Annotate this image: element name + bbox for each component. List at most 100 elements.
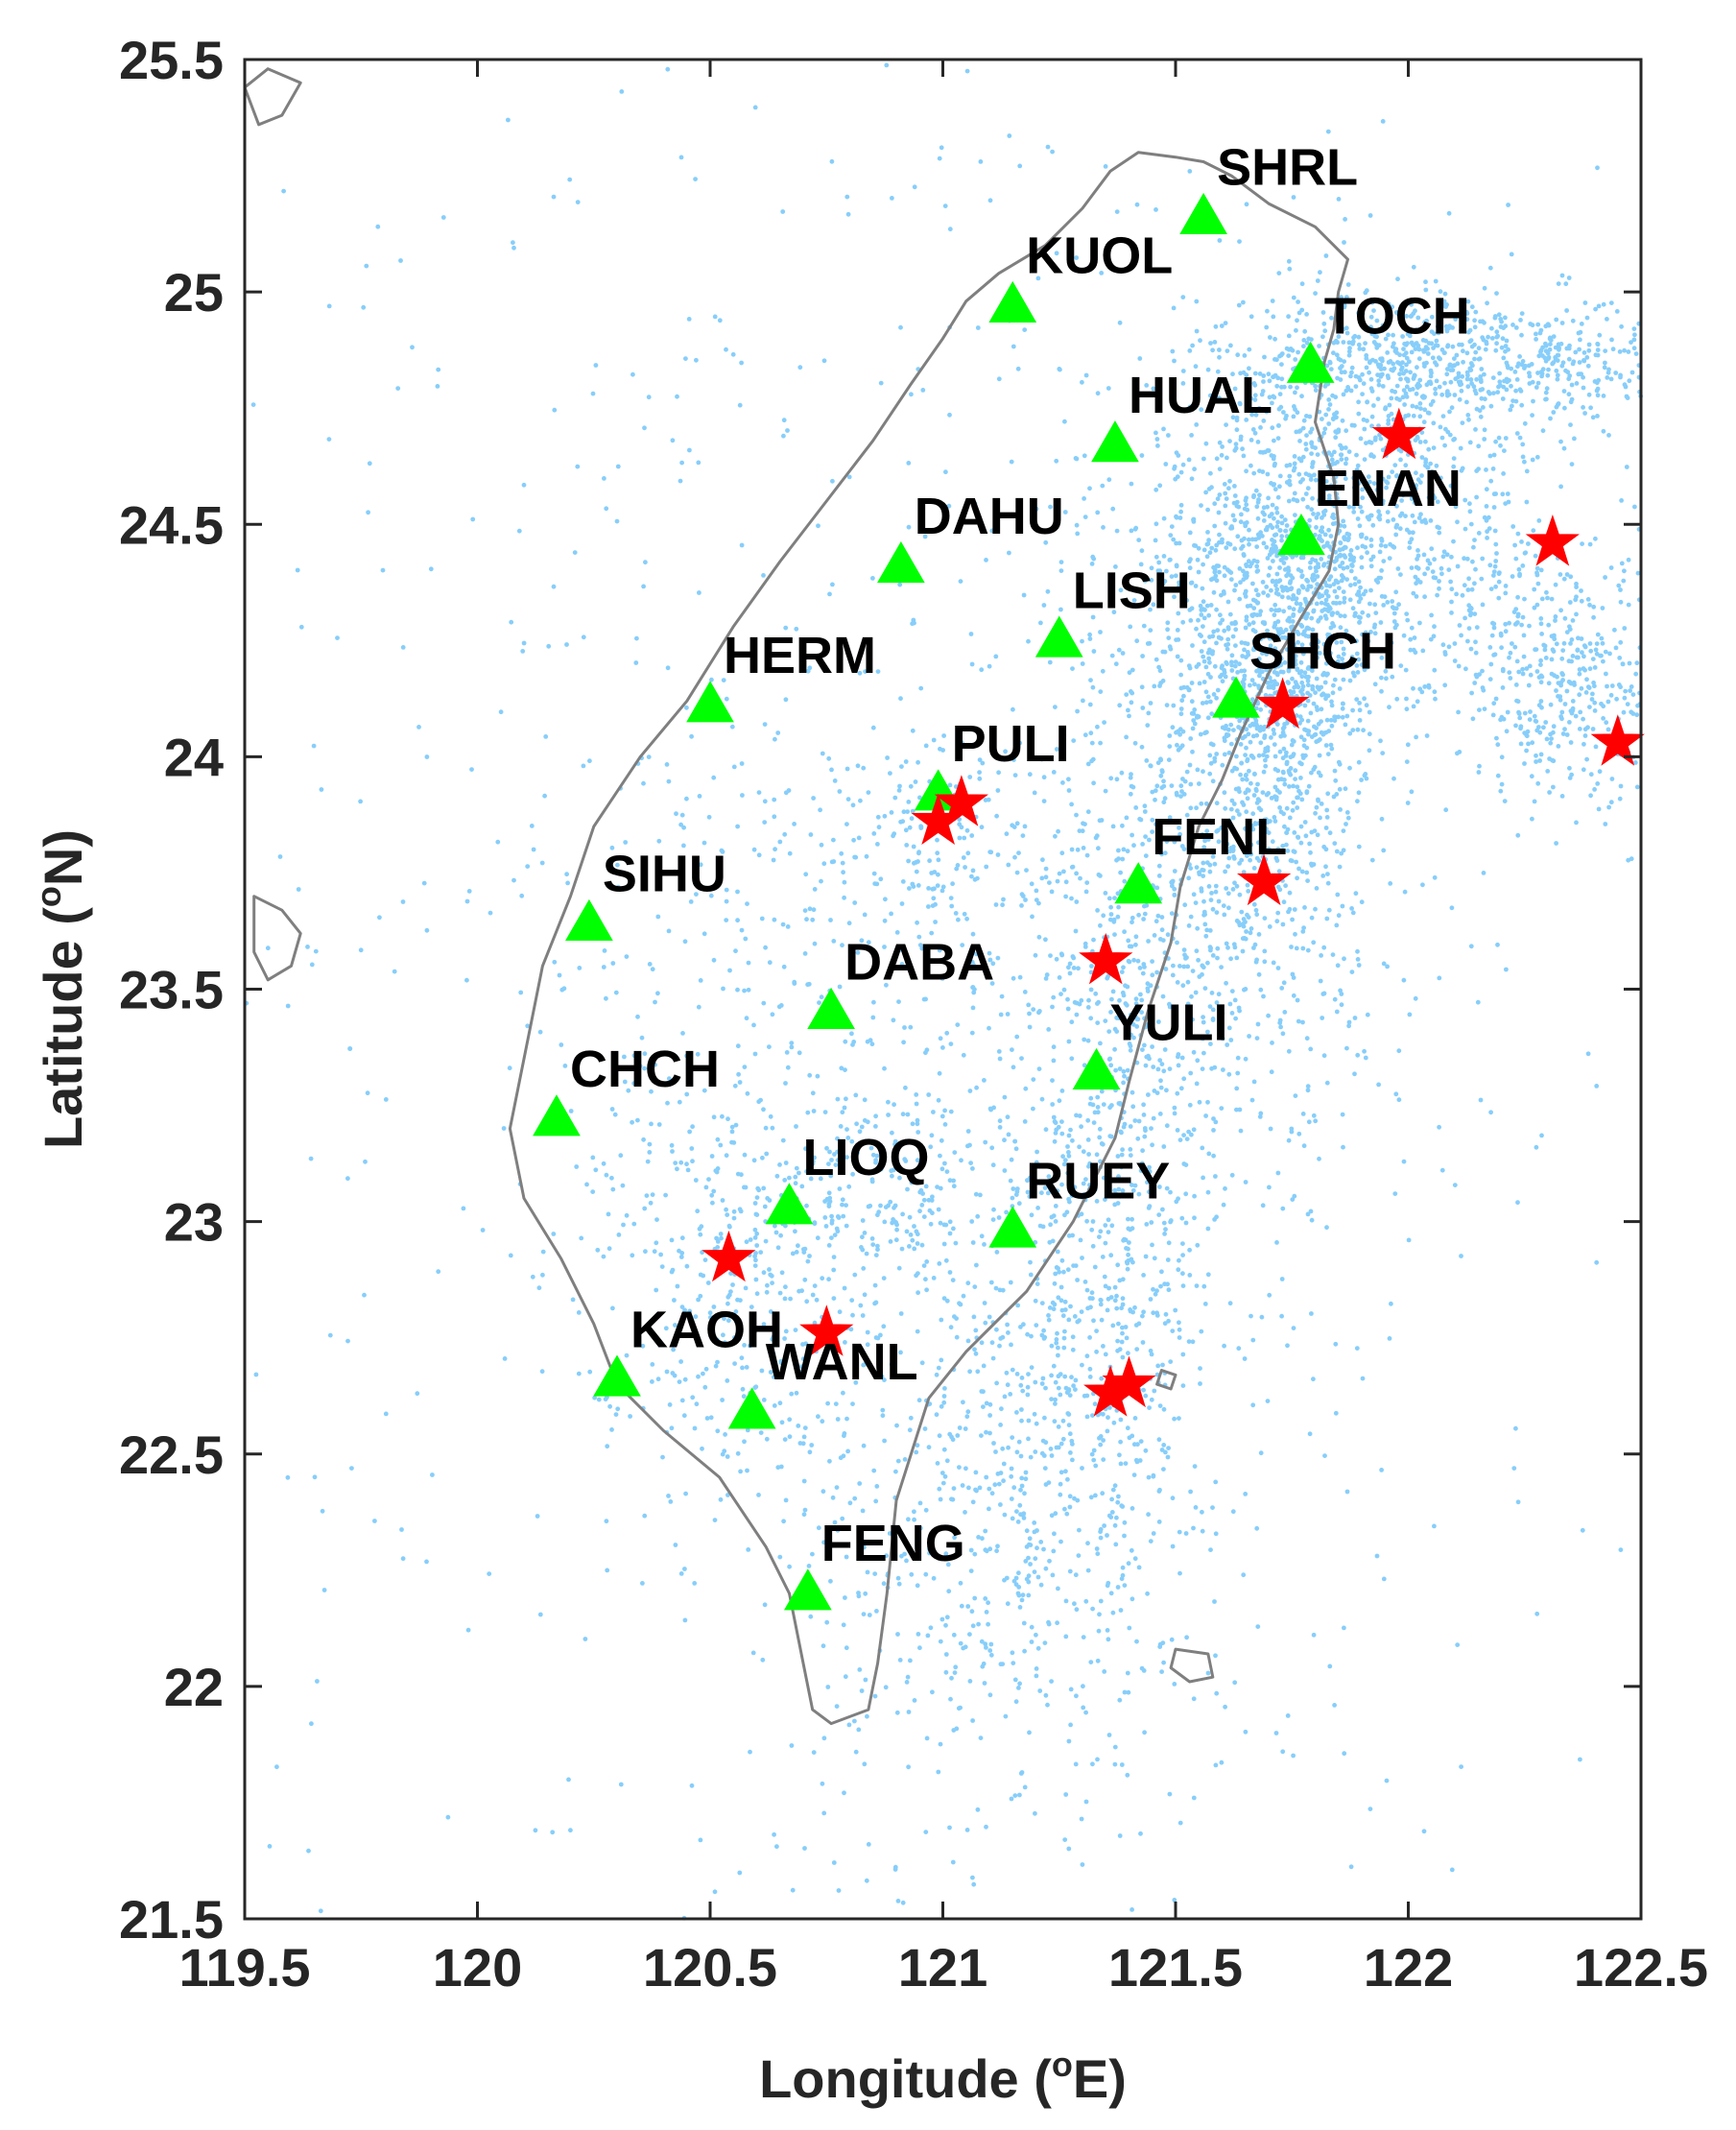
seismicity-point xyxy=(1349,365,1355,371)
seismicity-point xyxy=(1102,1274,1107,1280)
seismicity-point xyxy=(1587,602,1592,608)
seismicity-point xyxy=(1459,633,1463,638)
seismicity-point xyxy=(1553,618,1558,623)
seismicity-point xyxy=(1005,1601,1011,1607)
seismicity-point xyxy=(1375,372,1380,377)
seismicity-point xyxy=(1121,1124,1127,1130)
seismicity-point xyxy=(1595,347,1601,352)
seismicity-point xyxy=(1365,419,1369,423)
seismicity-point xyxy=(1096,846,1101,851)
seismicity-point xyxy=(1233,659,1239,664)
seismicity-point xyxy=(1617,796,1623,802)
seismicity-point xyxy=(1391,517,1396,522)
seismicity-point xyxy=(1170,1328,1176,1333)
seismicity-point xyxy=(1346,449,1352,454)
seismicity-point xyxy=(1105,1628,1110,1633)
seismicity-point xyxy=(1351,485,1357,491)
seismicity-point xyxy=(1341,677,1346,682)
seismicity-point xyxy=(1380,447,1386,453)
seismicity-point xyxy=(1112,932,1117,937)
seismicity-point xyxy=(867,1613,872,1617)
seismicity-point xyxy=(1392,625,1398,631)
seismicity-point xyxy=(1213,883,1219,889)
seismicity-point xyxy=(1357,701,1362,706)
seismicity-point xyxy=(1183,1531,1189,1536)
seismicity-point xyxy=(1347,730,1353,736)
seismicity-point xyxy=(978,1192,983,1198)
seismicity-point xyxy=(1359,509,1365,515)
seismicity-point xyxy=(1410,513,1415,518)
seismicity-point xyxy=(977,1485,983,1491)
seismicity-point xyxy=(1350,910,1356,916)
seismicity-point xyxy=(1272,608,1278,613)
seismicity-point xyxy=(1005,1382,1011,1388)
seismicity-point xyxy=(1324,672,1329,678)
seismicity-point xyxy=(831,1267,837,1273)
seismicity-point xyxy=(1412,635,1417,640)
seismicity-point xyxy=(1310,460,1316,465)
seismicity-point xyxy=(1235,670,1240,675)
seismicity-point xyxy=(1108,1063,1114,1068)
seismicity-point xyxy=(1354,638,1359,644)
seismicity-point xyxy=(1197,872,1202,877)
seismicity-point xyxy=(1005,1322,1010,1328)
seismicity-point xyxy=(1260,534,1265,538)
seismicity-point xyxy=(1448,379,1454,385)
seismicity-point xyxy=(1198,338,1202,344)
seismicity-point xyxy=(1205,1272,1211,1278)
seismicity-point xyxy=(1091,1120,1097,1125)
seismicity-point xyxy=(1237,566,1243,571)
seismicity-point xyxy=(1093,1463,1099,1469)
seismicity-point xyxy=(1332,412,1337,418)
seismicity-point xyxy=(1213,547,1219,553)
seismicity-point xyxy=(1627,378,1632,384)
seismicity-point xyxy=(1314,515,1320,520)
seismicity-point xyxy=(1267,675,1272,681)
seismicity-point xyxy=(1254,563,1260,569)
seismicity-point xyxy=(1608,800,1614,805)
seismicity-point xyxy=(1236,302,1242,308)
seismicity-point xyxy=(1520,563,1526,568)
seismicity-point xyxy=(1091,937,1096,943)
seismicity-point xyxy=(1336,654,1342,659)
seismicity-point xyxy=(1493,541,1499,547)
seismicity-point xyxy=(829,1235,834,1240)
seismicity-point xyxy=(1398,663,1404,668)
seismicity-point xyxy=(847,1500,853,1506)
seismicity-point xyxy=(1324,815,1330,820)
seismicity-point xyxy=(1341,392,1346,397)
seismicity-point xyxy=(1486,334,1490,340)
seismicity-point xyxy=(1407,530,1413,536)
seismicity-point xyxy=(1126,1226,1131,1232)
seismicity-point xyxy=(1340,657,1344,661)
seismicity-point xyxy=(1343,722,1348,728)
seismicity-point xyxy=(1464,376,1470,382)
seismicity-point xyxy=(1199,608,1204,612)
seismicity-point xyxy=(1339,452,1344,458)
seismicity-point xyxy=(1061,1345,1067,1351)
seismicity-point xyxy=(1345,815,1351,821)
seismicity-point xyxy=(1019,1597,1025,1603)
seismicity-point xyxy=(1341,340,1346,345)
seismicity-point xyxy=(882,1219,888,1225)
seismicity-point xyxy=(850,1401,855,1406)
seismicity-point xyxy=(1339,457,1344,462)
seismicity-point xyxy=(1148,1297,1153,1302)
seismicity-point xyxy=(1402,402,1407,407)
seismicity-point xyxy=(1456,371,1462,376)
seismicity-point xyxy=(1468,361,1474,366)
seismicity-point xyxy=(1595,342,1601,347)
seismicity-point xyxy=(1290,807,1296,813)
seismicity-point xyxy=(1277,392,1283,396)
seismicity-point xyxy=(1050,1078,1055,1083)
seismicity-point xyxy=(1115,914,1121,920)
seismicity-point xyxy=(1449,405,1455,411)
seismicity-point xyxy=(1302,905,1307,910)
seismicity-point xyxy=(965,1338,971,1344)
seismicity-point xyxy=(1581,405,1585,410)
seismicity-point xyxy=(1577,360,1582,365)
seismicity-point xyxy=(852,1272,858,1278)
seismicity-point xyxy=(1338,988,1343,993)
seismicity-point xyxy=(1590,691,1595,697)
seismicity-point xyxy=(1188,866,1194,871)
